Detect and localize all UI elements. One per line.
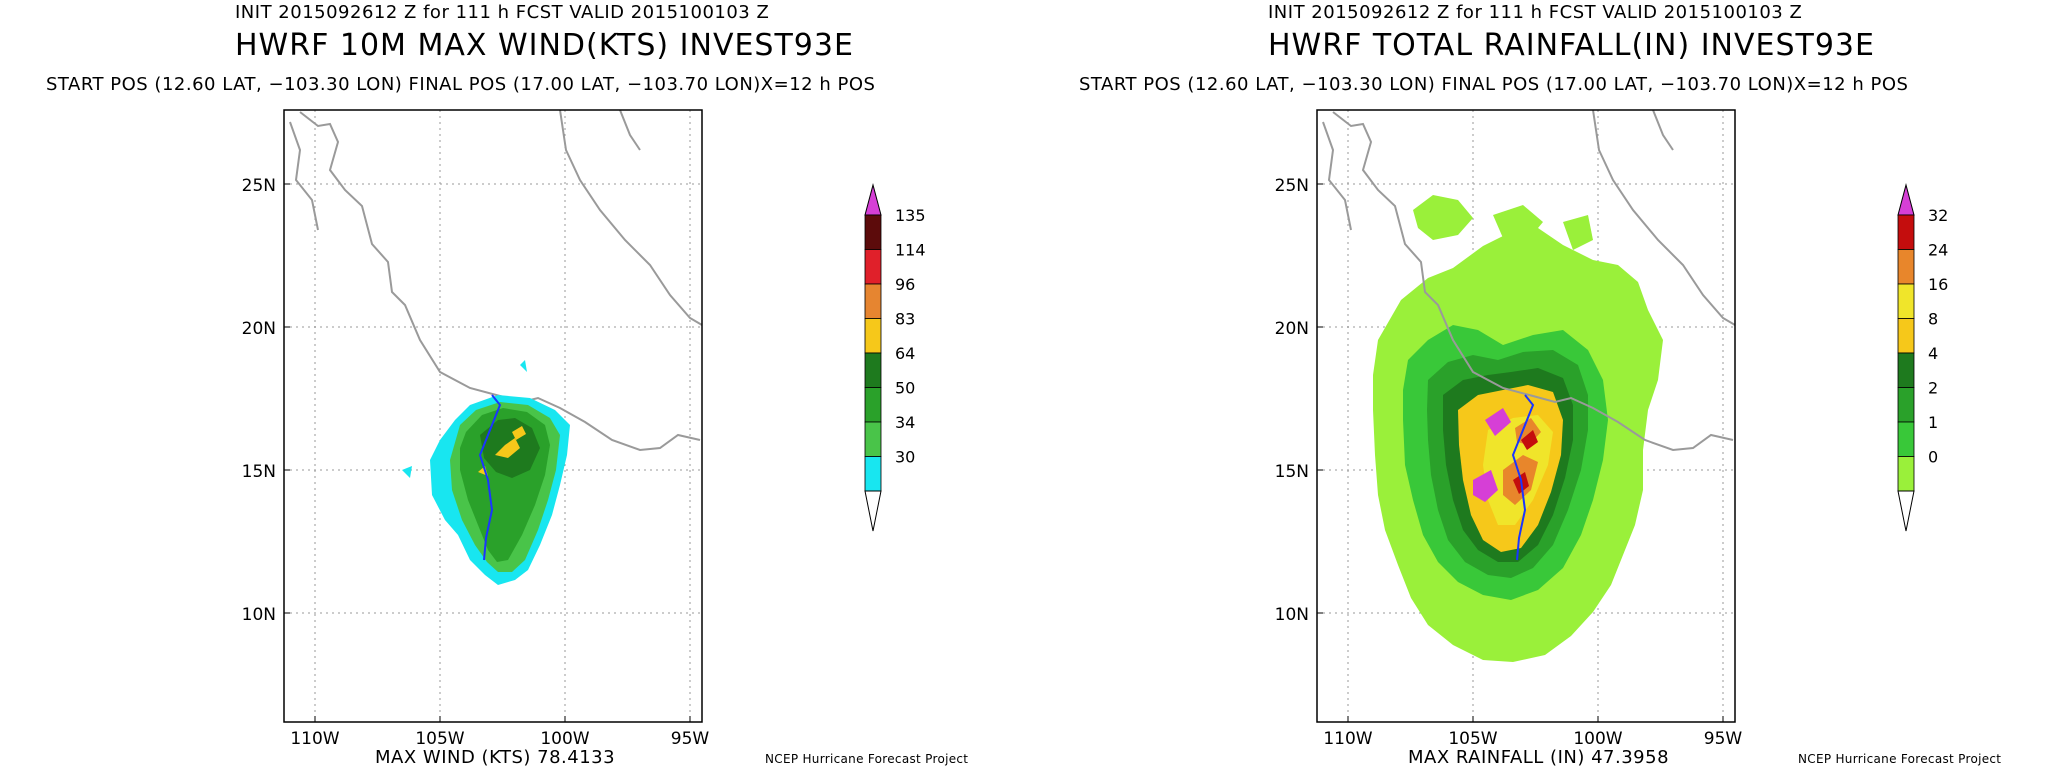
colorbar-segment <box>864 387 882 423</box>
rainfall-map: 25N 20N 15N 10N 110W 105W 100W 95W 32241… <box>1275 109 1948 749</box>
coastline <box>1322 109 1736 452</box>
colorbar-label: 34 <box>895 413 915 432</box>
colorbar-label: 96 <box>895 275 915 294</box>
colorbar-label: 2 <box>1928 379 1938 398</box>
lon-label-95w: 95W <box>1704 729 1743 749</box>
lon-label-110w: 110W <box>290 729 339 749</box>
colorbar-segment <box>1897 421 1915 457</box>
max-value-footer: MAX RAINFALL (IN) 47.3958 <box>1408 747 1670 768</box>
colorbar-segment <box>864 421 882 457</box>
credit-footer: NCEP Hurricane Forecast Project <box>765 752 969 766</box>
colorbar-label: 30 <box>895 448 915 467</box>
colorbar-label: 4 <box>1928 344 1938 363</box>
colorbar-label: 114 <box>895 241 926 260</box>
lon-label-100w: 100W <box>540 729 589 749</box>
colorbar-segment <box>1897 318 1915 354</box>
colorbar-label: 135 <box>895 206 926 225</box>
colorbar-label: 50 <box>895 379 915 398</box>
lat-label-10n: 10N <box>1275 605 1309 625</box>
axis-ticks <box>284 183 691 722</box>
init-line: INIT 2015092612 Z for 111 h FCST VALID 2… <box>1268 2 1803 23</box>
colorbar-label: 24 <box>1928 241 1948 260</box>
lon-label-100w: 100W <box>1573 729 1622 749</box>
colorbar-label: 8 <box>1928 310 1938 329</box>
gridlines <box>284 110 702 722</box>
colorbar: 32 24 16 8 4 2 1 0 <box>1897 183 1948 532</box>
colorbar-segment <box>864 456 882 492</box>
lon-label-105w: 105W <box>415 729 464 749</box>
start-final-position: START POS (12.60 LAT, −103.30 LON) FINAL… <box>46 74 876 95</box>
map-title: HWRF TOTAL RAINFALL(IN) INVEST93E <box>1268 28 1875 63</box>
lon-label-110w: 110W <box>1323 729 1372 749</box>
lon-label-95w: 95W <box>671 729 710 749</box>
wind-panel: INIT 2015092612 Z for 111 h FCST VALID 2… <box>46 2 969 768</box>
colorbar-segment <box>1897 387 1915 423</box>
max-value-footer: MAX WIND (KTS) 78.4133 <box>375 747 616 768</box>
credit-footer: NCEP Hurricane Forecast Project <box>1798 752 2002 766</box>
lat-label-20n: 20N <box>242 319 276 339</box>
colorbar-segment <box>1897 352 1915 388</box>
colorbar-segment <box>1897 249 1915 285</box>
colorbar-segment <box>864 352 882 388</box>
wind-map: 25N 20N 15N 10N 110W 105W 100W 95W 135 11… <box>242 109 926 749</box>
lat-label-15n: 15N <box>242 462 276 482</box>
lat-label-20n: 20N <box>1275 319 1309 339</box>
colorbar-segment <box>864 283 882 319</box>
wind-field <box>402 360 570 585</box>
colorbar-segment <box>864 318 882 354</box>
rainfall-panel: INIT 2015092612 Z for 111 h FCST VALID 2… <box>1033 0 2048 768</box>
colorbar-segment <box>1897 456 1915 492</box>
colorbar-bottom-arrow <box>1897 490 1915 532</box>
lat-label-25n: 25N <box>242 176 276 196</box>
storm-track <box>1511 394 1535 561</box>
colorbar-label: 32 <box>1928 206 1948 225</box>
colorbar-label: 16 <box>1928 275 1948 294</box>
colorbar-segment <box>1897 214 1915 250</box>
map-frame <box>283 109 703 723</box>
lat-label-15n: 15N <box>1275 462 1309 482</box>
colorbar-bottom-arrow <box>864 490 882 532</box>
lon-label-105w: 105W <box>1448 729 1497 749</box>
colorbar-top-arrow <box>1897 183 1915 216</box>
colorbar-label: 0 <box>1928 448 1938 467</box>
storm-track <box>478 394 502 561</box>
rainfall-field <box>1373 195 1663 662</box>
map-title: HWRF 10M MAX WIND(KTS) INVEST93E <box>235 28 854 63</box>
coastline <box>289 109 703 452</box>
colorbar: 135 114 96 83 64 50 34 30 <box>864 183 926 532</box>
colorbar-label: 83 <box>895 310 915 329</box>
colorbar-label: 64 <box>895 344 915 363</box>
colorbar-top-arrow <box>864 183 882 216</box>
colorbar-segment <box>864 214 882 250</box>
axis-ticks <box>1317 183 1724 722</box>
colorbar-segment <box>864 249 882 285</box>
init-line: INIT 2015092612 Z for 111 h FCST VALID 2… <box>235 2 770 23</box>
lat-label-10n: 10N <box>242 605 276 625</box>
colorbar-label: 1 <box>1928 413 1938 432</box>
map-frame <box>1316 109 1736 723</box>
start-final-position: START POS (12.60 LAT, −103.30 LON) FINAL… <box>1079 74 1909 95</box>
lat-label-25n: 25N <box>1275 176 1309 196</box>
colorbar-segment <box>1897 283 1915 319</box>
